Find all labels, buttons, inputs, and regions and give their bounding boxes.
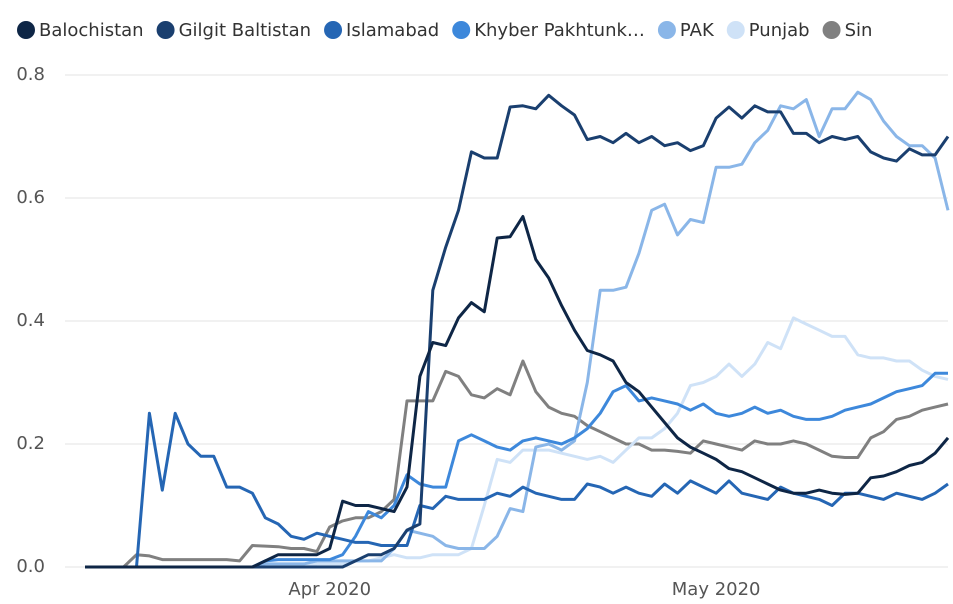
legend-label: Sin xyxy=(845,20,873,41)
legend-label: Khyber Pakhtunk… xyxy=(474,20,645,41)
legend-label: Islamabad xyxy=(346,20,439,41)
legend-label: Balochistan xyxy=(39,20,144,41)
legend-label: PAK xyxy=(680,20,715,41)
series-line xyxy=(85,411,949,569)
legend-marker xyxy=(822,21,841,39)
y-tick-label: 0.6 xyxy=(16,187,45,208)
legend-marker xyxy=(452,21,471,39)
x-tick-label: Apr 2020 xyxy=(288,579,371,600)
y-tick-label: 0.2 xyxy=(16,433,45,454)
legend-marker xyxy=(657,21,676,39)
legend-marker xyxy=(726,21,745,39)
legend-label: Gilgit Baltistan xyxy=(179,20,311,41)
y-tick-label: 0.4 xyxy=(16,310,45,331)
y-tick-label: 0.0 xyxy=(16,556,45,577)
x-tick-label: May 2020 xyxy=(672,579,761,600)
series-line xyxy=(85,215,950,569)
y-tick-label: 0.8 xyxy=(16,64,45,85)
series-line xyxy=(85,359,949,569)
legend-marker xyxy=(17,21,35,39)
legend-marker xyxy=(156,21,175,39)
series-line xyxy=(85,371,948,569)
series-line xyxy=(85,316,949,569)
legend-marker xyxy=(324,21,343,39)
legend-label: Punjab xyxy=(749,20,810,41)
